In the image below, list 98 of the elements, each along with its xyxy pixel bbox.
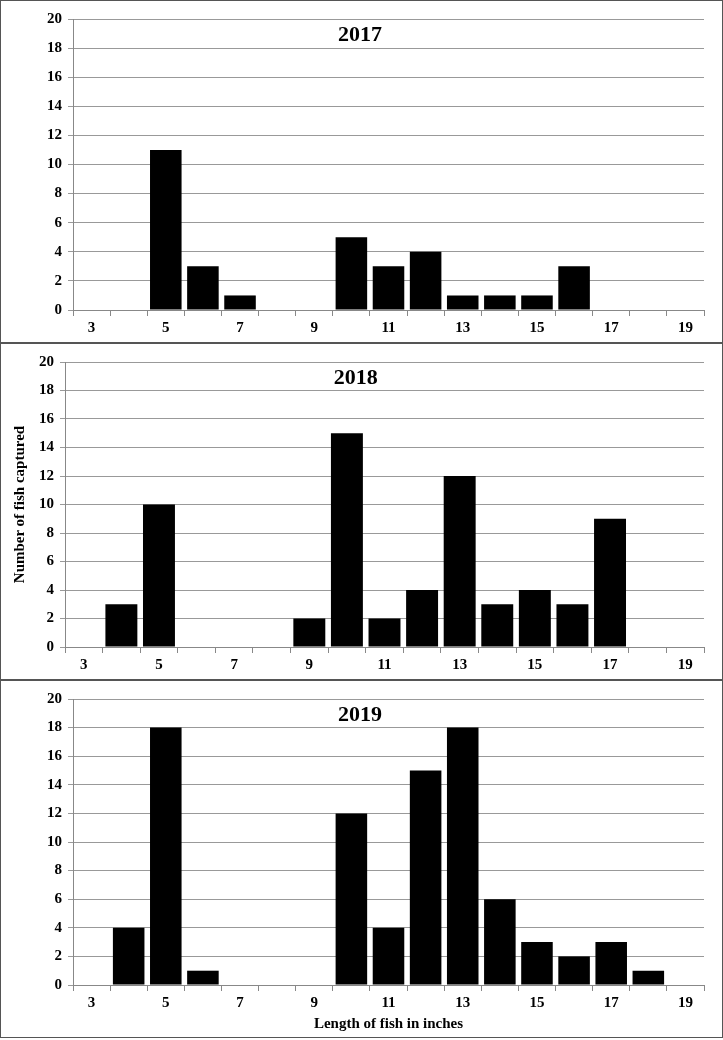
bar <box>406 590 439 647</box>
y-tick-label: 16 <box>47 747 63 764</box>
y-tick-label: 8 <box>54 861 62 878</box>
bar <box>521 295 553 310</box>
x-tick-label: 5 <box>162 993 170 1010</box>
bar <box>556 604 589 647</box>
y-tick-label: 18 <box>47 718 62 735</box>
y-tick-label: 8 <box>54 184 62 201</box>
bar <box>372 266 405 310</box>
bar <box>446 295 479 310</box>
y-tick-label: 4 <box>54 918 63 935</box>
x-tick-label: 5 <box>155 655 163 672</box>
y-tick-label: 18 <box>47 38 62 55</box>
y-tick-label: 2 <box>54 271 62 288</box>
x-tick-label: 7 <box>236 993 245 1010</box>
x-tick-label: 15 <box>527 655 543 672</box>
bar <box>443 476 476 647</box>
x-tick-label: 15 <box>529 993 545 1010</box>
y-tick-label: 16 <box>39 409 55 426</box>
y-tick-label: 10 <box>39 495 54 512</box>
x-tick-label: 13 <box>455 318 471 335</box>
bar <box>484 295 516 310</box>
y-tick-label: 6 <box>54 213 63 230</box>
x-tick-label: 9 <box>305 655 314 672</box>
x-tick-label: 19 <box>677 655 693 672</box>
x-tick-label: 9 <box>310 993 319 1010</box>
bar <box>143 504 175 647</box>
bar <box>224 295 256 310</box>
bar <box>484 899 516 985</box>
x-tick-label: 19 <box>677 318 693 335</box>
bar <box>481 604 514 647</box>
y-tick-label: 0 <box>46 637 54 654</box>
y-tick-label: 4 <box>54 242 63 259</box>
y-tick-label: 4 <box>46 580 55 597</box>
bar <box>409 770 442 985</box>
bar <box>293 618 326 647</box>
bar <box>595 942 627 985</box>
y-tick-label: 20 <box>47 689 62 706</box>
bar <box>187 970 219 985</box>
bar <box>335 237 368 310</box>
x-tick-label: 7 <box>236 318 245 335</box>
y-tick-label: 12 <box>39 466 54 483</box>
bar <box>330 433 363 647</box>
bar <box>187 266 219 310</box>
y-tick-label: 12 <box>47 804 62 821</box>
x-tick-label: 3 <box>87 318 96 335</box>
bar <box>521 942 553 985</box>
y-tick-label: 0 <box>54 300 62 317</box>
bar <box>335 813 368 985</box>
y-tick-label: 20 <box>47 9 62 26</box>
x-tick-label: 11 <box>381 993 396 1010</box>
y-tick-label: 14 <box>39 438 55 455</box>
bar <box>368 618 401 647</box>
x-tick-label: 7 <box>230 655 239 672</box>
y-tick-label: 14 <box>47 97 63 114</box>
x-tick-label: 17 <box>602 655 619 672</box>
bar <box>518 590 551 647</box>
bar <box>112 927 145 985</box>
x-tick-label: 17 <box>603 993 620 1010</box>
x-tick-label: 3 <box>87 993 96 1010</box>
y-tick-label: 10 <box>47 832 62 849</box>
y-tick-label: 10 <box>47 155 62 172</box>
x-axis-title: Length of fish in inches <box>313 1014 464 1031</box>
chart-title: 2018 <box>333 363 378 389</box>
chart-title: 2017 <box>338 20 383 46</box>
bar <box>150 727 182 985</box>
bar <box>446 727 479 985</box>
y-tick-label: 14 <box>47 775 63 792</box>
x-tick-label: 3 <box>80 655 88 672</box>
bar <box>594 518 626 647</box>
y-tick-label: 20 <box>39 352 54 369</box>
bar <box>372 927 405 985</box>
bar <box>558 956 590 985</box>
x-tick-label: 5 <box>162 318 170 335</box>
bar <box>150 149 182 310</box>
x-tick-label: 9 <box>310 318 319 335</box>
y-tick-label: 18 <box>39 381 54 398</box>
x-tick-label: 19 <box>677 993 693 1010</box>
y-tick-label: 6 <box>46 552 55 569</box>
y-axis-title: Number of fish captured <box>10 425 27 584</box>
chart-title: 2019 <box>338 700 383 726</box>
x-tick-label: 17 <box>603 318 620 335</box>
bar <box>632 970 665 985</box>
bar <box>558 266 590 310</box>
y-tick-label: 16 <box>47 68 63 85</box>
bar <box>105 604 138 647</box>
x-tick-label: 15 <box>529 318 545 335</box>
y-tick-label: 8 <box>46 523 54 540</box>
y-tick-label: 12 <box>47 126 62 143</box>
x-tick-label: 11 <box>377 655 392 672</box>
x-tick-label: 13 <box>452 655 468 672</box>
x-tick-label: 13 <box>455 993 471 1010</box>
x-tick-label: 11 <box>381 318 396 335</box>
bar <box>409 251 442 310</box>
y-tick-label: 2 <box>46 609 54 626</box>
y-tick-label: 6 <box>54 890 63 907</box>
y-tick-label: 0 <box>54 975 62 992</box>
y-tick-label: 2 <box>54 947 62 964</box>
